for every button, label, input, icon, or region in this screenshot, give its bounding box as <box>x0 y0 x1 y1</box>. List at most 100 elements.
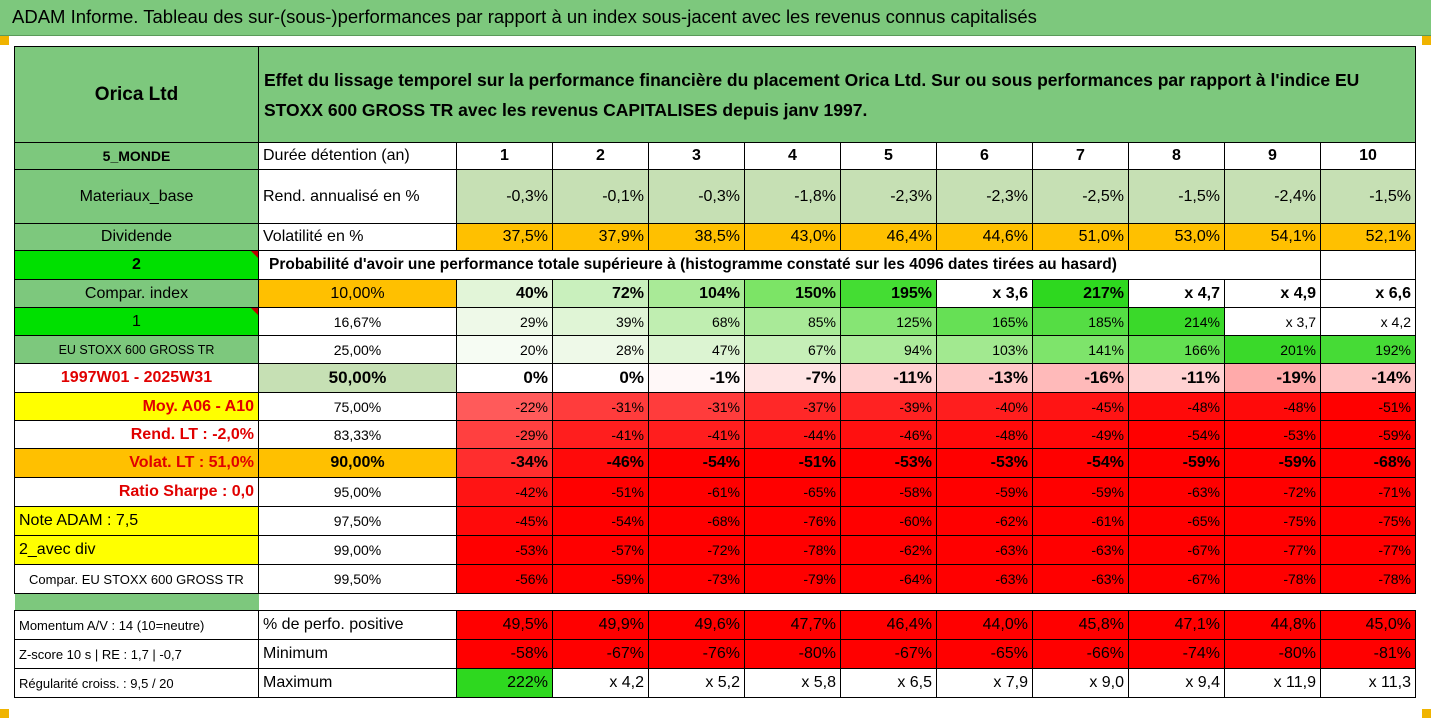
row-name: % de perfo. positive <box>258 610 457 640</box>
table-cell: -48% <box>1128 392 1225 421</box>
table-cell: -78% <box>1320 564 1416 594</box>
corner-marker <box>1422 36 1431 45</box>
row-name: Rend. annualisé en % <box>258 169 457 224</box>
table-cell: x 11,9 <box>1224 668 1321 698</box>
table-cell: -2,4% <box>1224 169 1321 224</box>
table-cell: -81% <box>1320 639 1416 669</box>
table-cell: 47% <box>648 335 745 364</box>
table-cell: 141% <box>1032 335 1129 364</box>
table-cell: -54% <box>552 506 649 536</box>
empty-cell <box>1224 250 1321 280</box>
table-cell: -42% <box>456 477 553 507</box>
table-cell: -11% <box>840 363 937 393</box>
table-cell: x 11,3 <box>1320 668 1416 698</box>
table-cell: 45,0% <box>1320 610 1416 640</box>
table-cell: 192% <box>1320 335 1416 364</box>
row-label: 1 <box>14 307 259 336</box>
table-cell: 44,0% <box>936 610 1033 640</box>
table-cell: -11% <box>1128 363 1225 393</box>
table-cell: -77% <box>1320 535 1416 565</box>
table-cell: 104% <box>648 279 745 308</box>
table-cell: -73% <box>648 564 745 594</box>
table-cell: 68% <box>648 307 745 336</box>
table-cell: -7% <box>744 363 841 393</box>
row-name: 75,00% <box>258 392 457 421</box>
table-cell: x 4,2 <box>1320 307 1416 336</box>
table-cell: 49,6% <box>648 610 745 640</box>
row-label: Volat. LT : 51,0% <box>14 448 259 478</box>
table-cell: 46,4% <box>840 223 937 251</box>
table-cell: 222% <box>456 668 553 698</box>
table-cell: -72% <box>1224 477 1321 507</box>
row-name: 10,00% <box>258 279 457 308</box>
table-cell: 51,0% <box>1032 223 1129 251</box>
title-bar: ADAM Informe. Tableau des sur-(sous-)per… <box>0 0 1431 36</box>
table-cell: -53% <box>936 448 1033 478</box>
table-cell: -61% <box>648 477 745 507</box>
table-cell: x 4,7 <box>1128 279 1225 308</box>
table-cell: -62% <box>840 535 937 565</box>
table-cell: -51% <box>1320 392 1416 421</box>
table-cell: -41% <box>552 420 649 449</box>
table-cell: -1,8% <box>744 169 841 224</box>
table-cell: -44% <box>744 420 841 449</box>
table-cell: 67% <box>744 335 841 364</box>
table-cell: 195% <box>840 279 937 308</box>
table-cell: 6 <box>936 142 1033 170</box>
description-cell: Effet du lissage temporel sur la perform… <box>258 46 1416 143</box>
table-cell: x 9,0 <box>1032 668 1129 698</box>
table-cell: x 4,2 <box>552 668 649 698</box>
table-cell: -59% <box>1128 448 1225 478</box>
corner-marker <box>1422 709 1431 718</box>
table-cell: -0,1% <box>552 169 649 224</box>
company-name: Orica Ltd <box>14 46 259 143</box>
table-cell: -14% <box>1320 363 1416 393</box>
probability-heading: Probabilité d'avoir une performance tota… <box>258 250 1225 280</box>
description-line-1: Effet du lissage temporel sur la perform… <box>264 69 1360 90</box>
table-cell: x 5,8 <box>744 668 841 698</box>
description-line-2: STOXX 600 GROSS TR avec les revenus CAPI… <box>264 99 868 120</box>
table-cell: -37% <box>744 392 841 421</box>
table-cell: -2,3% <box>936 169 1033 224</box>
row-label: Dividende <box>14 223 259 251</box>
table-cell: 85% <box>744 307 841 336</box>
row-label: Note ADAM : 7,5 <box>14 506 259 536</box>
table-cell: -53% <box>1224 420 1321 449</box>
table-cell: -67% <box>1128 535 1225 565</box>
table-cell: 49,5% <box>456 610 553 640</box>
table-cell: x 3,6 <box>936 279 1033 308</box>
table-cell: -59% <box>552 564 649 594</box>
table-cell: -56% <box>456 564 553 594</box>
row-label: EU STOXX 600 GROSS TR <box>14 335 259 364</box>
table-cell: 217% <box>1032 279 1129 308</box>
row-label: 2 <box>14 250 259 280</box>
table-cell: x 6,6 <box>1320 279 1416 308</box>
table-cell: -79% <box>744 564 841 594</box>
table-cell: -66% <box>1032 639 1129 669</box>
table-cell: 47,7% <box>744 610 841 640</box>
table-cell: -72% <box>648 535 745 565</box>
table-cell: -41% <box>648 420 745 449</box>
row-label: Compar. index <box>14 279 259 308</box>
table-cell: 10 <box>1320 142 1416 170</box>
table-cell: 5 <box>840 142 937 170</box>
table-cell: -48% <box>1224 392 1321 421</box>
table-cell: -80% <box>1224 639 1321 669</box>
table-cell: -2,3% <box>840 169 937 224</box>
table-cell: -19% <box>1224 363 1321 393</box>
spacer-cell <box>14 593 259 611</box>
table-cell: -13% <box>936 363 1033 393</box>
table-cell: -51% <box>744 448 841 478</box>
row-name: 97,50% <box>258 506 457 536</box>
row-name: 99,00% <box>258 535 457 565</box>
row-label: Z-score 10 s | RE : 1,7 | -0,7 <box>14 639 259 669</box>
table-cell: -68% <box>1320 448 1416 478</box>
table-cell: 20% <box>456 335 553 364</box>
table-cell: 185% <box>1032 307 1129 336</box>
table-cell: x 5,2 <box>648 668 745 698</box>
report-title: ADAM Informe. Tableau des sur-(sous-)per… <box>12 6 1037 27</box>
table-cell: -46% <box>552 448 649 478</box>
table-cell: -46% <box>840 420 937 449</box>
table-cell: -65% <box>936 639 1033 669</box>
table-cell: -67% <box>1128 564 1225 594</box>
